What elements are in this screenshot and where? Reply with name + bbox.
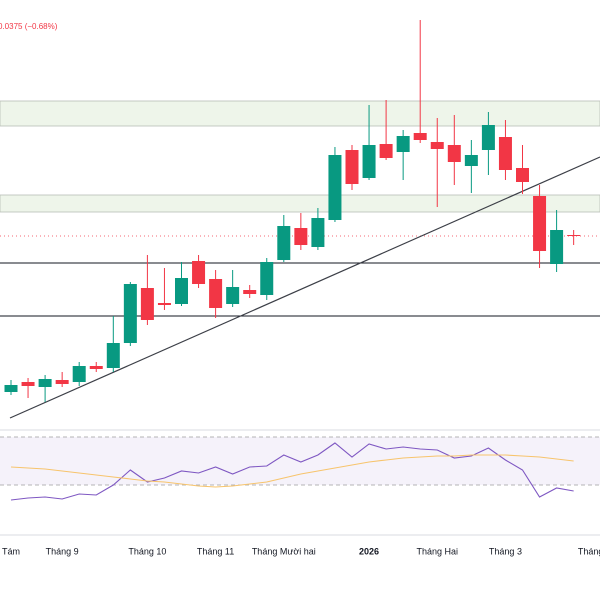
candle-body xyxy=(328,155,342,220)
x-tick-label: Tháng 11 xyxy=(197,546,234,556)
candle-body xyxy=(106,343,120,368)
x-tick-label: Tháng xyxy=(578,546,600,556)
x-tick-label: Tháng 3 xyxy=(489,546,522,556)
x-tick-label: Tháng 10 xyxy=(128,546,166,556)
candle-body xyxy=(345,150,359,184)
candle-body xyxy=(89,366,103,369)
candle-body xyxy=(226,287,240,304)
x-tick-label: Tháng 9 xyxy=(46,546,79,556)
candle-body xyxy=(413,133,427,140)
candle-body xyxy=(123,284,137,343)
candle-body xyxy=(157,303,171,305)
candle-body xyxy=(21,382,35,386)
candle-body xyxy=(72,366,86,382)
candle-body xyxy=(277,226,291,260)
x-tick-label: Tháng Mười hai xyxy=(252,546,316,556)
x-tick-label: Tám xyxy=(2,546,20,556)
candle-body xyxy=(481,125,495,150)
candle-body xyxy=(243,290,257,294)
trend-line xyxy=(9,156,600,419)
price-change: 0.0375 (−0.68%) xyxy=(0,22,58,31)
indicator-line xyxy=(10,442,574,501)
candle-body xyxy=(379,144,393,158)
candle-body xyxy=(140,288,154,320)
candle-body xyxy=(464,155,478,166)
candle-body xyxy=(567,235,581,236)
rsi-band xyxy=(0,437,600,485)
candle-body xyxy=(362,145,376,178)
zone xyxy=(0,194,600,213)
candle-body xyxy=(4,385,18,392)
candle-body xyxy=(38,379,52,387)
candle-body xyxy=(533,196,547,251)
candle-body xyxy=(294,228,308,245)
candle-body xyxy=(396,136,410,152)
x-tick-label: 2026 xyxy=(359,546,379,556)
candle-body xyxy=(430,142,444,149)
indicator-line xyxy=(10,454,574,488)
candle-body xyxy=(175,278,188,304)
candle-body xyxy=(550,230,564,264)
candle-body xyxy=(55,380,69,384)
candle-body xyxy=(447,145,461,162)
candle-body xyxy=(209,279,223,308)
candle-body xyxy=(516,168,529,182)
candle-body xyxy=(311,218,325,247)
zone xyxy=(0,100,600,127)
candle-body xyxy=(192,261,206,284)
candle-body xyxy=(498,137,512,170)
candle-body xyxy=(260,262,274,295)
x-tick-label: Tháng Hai xyxy=(416,546,458,556)
